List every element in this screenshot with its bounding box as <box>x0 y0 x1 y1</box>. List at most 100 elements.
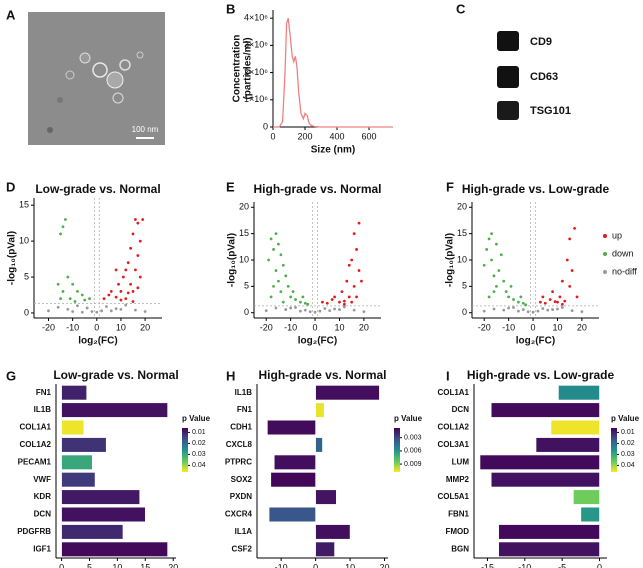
y-tick-label: FBN1 <box>448 510 469 519</box>
colorbar-title: p Value <box>394 414 423 423</box>
x-axis-label: log₂(FC) <box>78 336 117 347</box>
point <box>355 295 358 299</box>
y-tick-label: 15 <box>239 228 249 238</box>
point <box>105 305 108 308</box>
point <box>560 279 564 283</box>
x-tick-label: 10 <box>345 562 355 568</box>
point <box>519 295 523 299</box>
y-tick-label: 10 <box>457 254 467 264</box>
bar <box>61 524 124 540</box>
point <box>68 297 72 300</box>
panel-label: C <box>456 1 466 16</box>
point <box>141 218 145 221</box>
legend-label: up <box>612 230 622 240</box>
bar <box>315 402 325 418</box>
point <box>56 282 60 286</box>
point <box>274 232 278 236</box>
x-tick-label: -20 <box>42 322 55 332</box>
y-tick-label: COL5A1 <box>437 492 469 501</box>
y-tick-label: DCN <box>34 510 52 519</box>
point <box>553 300 557 304</box>
y-tick-label: COL1A2 <box>19 440 51 449</box>
point <box>338 300 341 304</box>
x-tick-label: 20 <box>168 562 178 568</box>
y-axis-label: -log₁₀(pVal) <box>227 233 238 287</box>
x-tick-label: 200 <box>297 131 312 141</box>
point <box>347 263 351 267</box>
x-tick-label: -20 <box>260 322 273 332</box>
point <box>56 305 60 309</box>
point <box>281 300 285 304</box>
colorbar-tick-label: 0.02 <box>192 440 206 447</box>
y-tick-label: 1×10⁶ <box>244 94 268 104</box>
point <box>347 295 351 299</box>
chart-title: Low-grade vs. Normal <box>53 368 178 382</box>
point <box>338 308 341 311</box>
point <box>495 242 498 246</box>
point <box>357 221 361 225</box>
y-axis-label: (particles/ml) <box>243 37 254 99</box>
y-tick-label: LUM <box>452 457 470 466</box>
y-tick-label: 0 <box>263 121 268 131</box>
y-tick-label: CSF2 <box>232 544 253 553</box>
point <box>71 310 75 313</box>
bar <box>315 524 351 540</box>
point <box>279 290 283 294</box>
y-tick-label: COL3A1 <box>437 440 469 449</box>
point <box>124 268 128 272</box>
bar <box>61 506 146 523</box>
point <box>279 253 283 257</box>
point <box>95 310 99 314</box>
tem-image: 100 nm <box>28 12 165 145</box>
x-tick-label: -20 <box>478 322 491 332</box>
x-tick-label: 20 <box>380 562 390 568</box>
y-tick-label: FMOD <box>445 527 469 536</box>
point <box>291 290 295 294</box>
blot-label: CD9 <box>530 36 552 48</box>
point <box>83 298 87 302</box>
panel-label: B <box>226 1 235 16</box>
chart-title: High-grade vs. Low-grade <box>467 368 615 382</box>
y-tick-label: 0 <box>244 307 249 317</box>
y-tick-label: IGF1 <box>33 544 51 553</box>
line <box>273 18 393 128</box>
point <box>264 309 268 313</box>
point <box>502 279 506 283</box>
point <box>350 300 354 304</box>
x-axis-label: log₂(FC) <box>516 336 555 347</box>
point <box>299 309 302 313</box>
x-tick-label: 20 <box>140 322 150 332</box>
x-tick-label: -10 <box>284 322 297 332</box>
y-tick-label: CXCR4 <box>225 510 253 519</box>
point <box>531 310 535 314</box>
bar <box>61 454 93 470</box>
point <box>129 282 133 286</box>
point <box>541 295 545 299</box>
y-tick-label: IL1B <box>34 405 52 414</box>
colorbar-tick-label: 0.01 <box>621 429 635 436</box>
point <box>284 308 288 311</box>
point <box>543 301 547 305</box>
point <box>114 268 118 272</box>
point <box>90 310 94 313</box>
point <box>136 254 140 257</box>
point <box>342 302 346 306</box>
point <box>138 239 142 243</box>
bar <box>490 472 600 488</box>
y-tick-label: PTPRC <box>225 457 252 466</box>
y-tick-label: CDH1 <box>230 423 252 432</box>
point <box>536 309 540 313</box>
point <box>340 290 344 294</box>
point <box>61 290 65 293</box>
point <box>269 295 273 299</box>
point <box>294 306 297 309</box>
colorbar <box>394 428 400 472</box>
point <box>350 258 354 262</box>
point <box>325 301 329 305</box>
colorbar-title: p Value <box>611 414 640 423</box>
bar <box>580 506 600 523</box>
bar <box>535 437 600 453</box>
x-tick-label: -10 <box>502 322 515 332</box>
point <box>490 258 493 262</box>
